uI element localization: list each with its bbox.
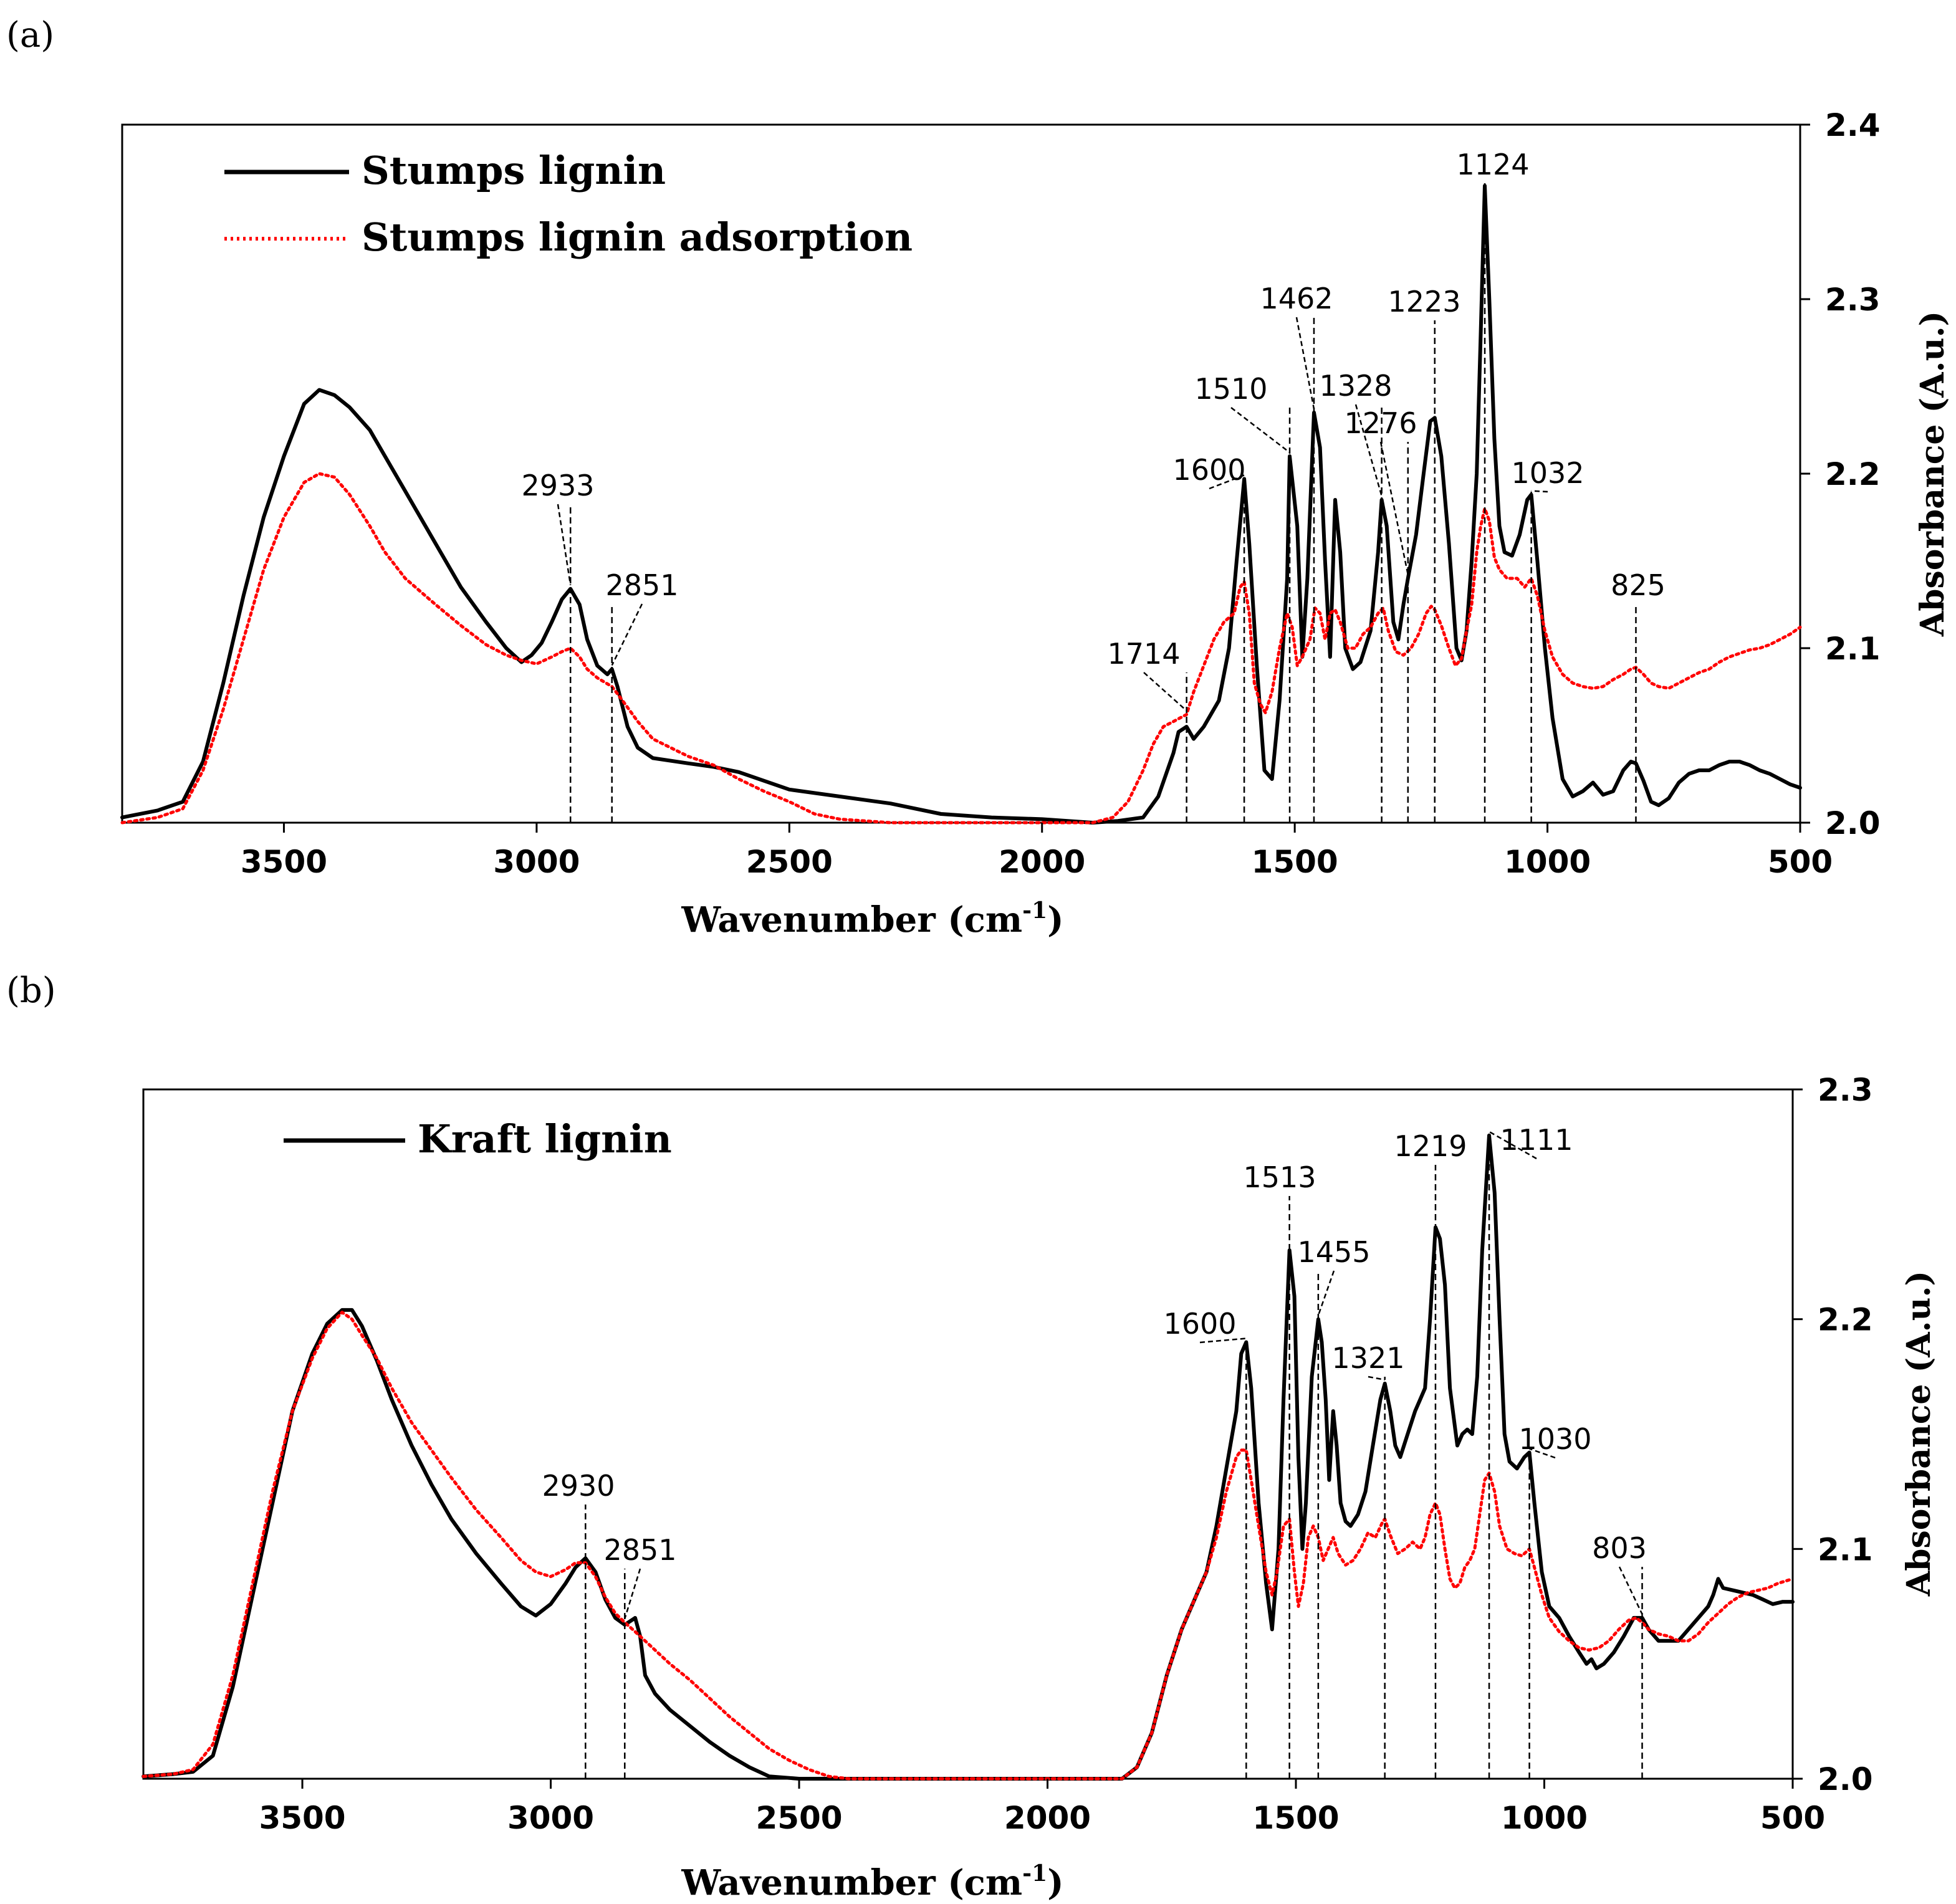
panel-a-x-axis-label: Wavenumber (cm-1)	[681, 897, 1063, 940]
peak-label: 825	[1611, 568, 1666, 602]
peak-label: 1714	[1107, 637, 1180, 671]
peak-label: 1455	[1297, 1235, 1370, 1269]
legend-label-stumps-lignin: Stumps lignin	[362, 148, 666, 193]
series-line-kraft-lignin	[141, 1133, 1795, 1781]
legend-label-kraft-lignin: Kraft lignin	[418, 1116, 672, 1162]
panel-b-y-axis-label: Absorbance (A.u.)	[1900, 1271, 1938, 1597]
panel-b-chart: (b) 2930 2851 1600 1513 1455 1321 1219 1111 1030…	[6, 970, 1938, 1903]
peak-leader-line	[624, 1568, 641, 1619]
y-tick-label: 2.0	[1818, 1761, 1873, 1797]
panel-a-y-axis-label: Absorbance (A.u.)	[1914, 311, 1952, 637]
peak-label: 1321	[1331, 1341, 1404, 1375]
x-tick-label: 2000	[1004, 1800, 1091, 1836]
y-tick-label: 2.1	[1818, 1531, 1873, 1567]
peak-label: 1124	[1456, 148, 1529, 181]
peak-label: 1600	[1172, 453, 1245, 487]
peak-label: 1510	[1194, 372, 1267, 406]
x-tick-label: 3000	[493, 844, 580, 880]
peak-label: 1276	[1344, 406, 1417, 440]
peak-leader-line	[1317, 1270, 1335, 1316]
y-tick-label: 2.2	[1825, 456, 1881, 492]
panel-b-label: (b)	[6, 970, 56, 1011]
series-line-kraft-lignin-red-dotted	[141, 1311, 1795, 1781]
x-tick-label: 1500	[1252, 1800, 1339, 1836]
peak-label: 1223	[1388, 285, 1460, 318]
peak-label: 1462	[1260, 282, 1333, 315]
peak-leader-line	[1143, 672, 1187, 712]
peak-leader-line	[1529, 1448, 1556, 1459]
peak-leader-line	[611, 603, 643, 666]
x-tick-label: 3000	[507, 1800, 594, 1836]
y-tick-label: 2.2	[1818, 1302, 1873, 1338]
peak-leader-line	[1379, 441, 1409, 575]
peak-leader-line	[1230, 407, 1290, 453]
panel-b-x-axis-label: Wavenumber (cm-1)	[681, 1860, 1063, 1903]
x-tick-label: 2500	[746, 844, 833, 880]
peak-leader-line	[1531, 490, 1548, 493]
peak-label: 2851	[603, 1533, 676, 1567]
x-tick-label: 1000	[1504, 844, 1591, 880]
series-line-stumps-lignin	[120, 184, 1802, 825]
y-tick-label: 2.0	[1825, 805, 1881, 841]
panel-b-legend: Kraft lignin	[284, 1116, 672, 1162]
y-tick-label: 2.3	[1825, 282, 1881, 318]
x-tick-label: 1500	[1252, 844, 1338, 880]
panel-a-legend: Stumps lignin Stumps lignin adsorption	[224, 148, 913, 260]
x-tick-label: 2500	[755, 1800, 842, 1836]
peak-label: 2851	[605, 568, 678, 602]
x-tick-label: 3500	[259, 1800, 345, 1836]
x-tick-label: 3500	[241, 844, 327, 880]
peak-leader-line	[557, 504, 572, 585]
peak-label: 1030	[1518, 1422, 1591, 1456]
y-tick-label: 2.3	[1818, 1072, 1873, 1108]
x-tick-label: 500	[1768, 844, 1833, 880]
y-tick-label: 2.1	[1825, 631, 1881, 667]
peak-label: 1032	[1511, 456, 1584, 490]
peak-leader-line	[1489, 1131, 1537, 1160]
peak-leader-line	[1368, 1375, 1385, 1381]
panel-a-label: (a)	[6, 15, 54, 55]
peak-label: 2930	[542, 1469, 615, 1503]
y-tick-label: 2.4	[1825, 107, 1881, 143]
peak-leader-line	[1209, 474, 1245, 490]
x-tick-label: 2000	[999, 844, 1085, 880]
peak-label: 1328	[1319, 369, 1392, 403]
peak-label: 2933	[521, 469, 594, 502]
peak-label: 1513	[1243, 1160, 1316, 1194]
peak-leader-line	[1618, 1566, 1643, 1615]
x-tick-label: 1000	[1501, 1800, 1588, 1836]
series-line-stumps-lignin-adsorption	[120, 472, 1802, 825]
peak-label: 1111	[1500, 1123, 1573, 1157]
peak-label: 1600	[1163, 1307, 1236, 1341]
peak-label: 803	[1592, 1531, 1647, 1565]
peak-label: 1219	[1394, 1129, 1467, 1163]
peak-leader-line	[1295, 317, 1315, 409]
legend-label-stumps-lignin-adsorption: Stumps lignin adsorption	[362, 214, 913, 260]
x-tick-label: 500	[1760, 1800, 1825, 1836]
